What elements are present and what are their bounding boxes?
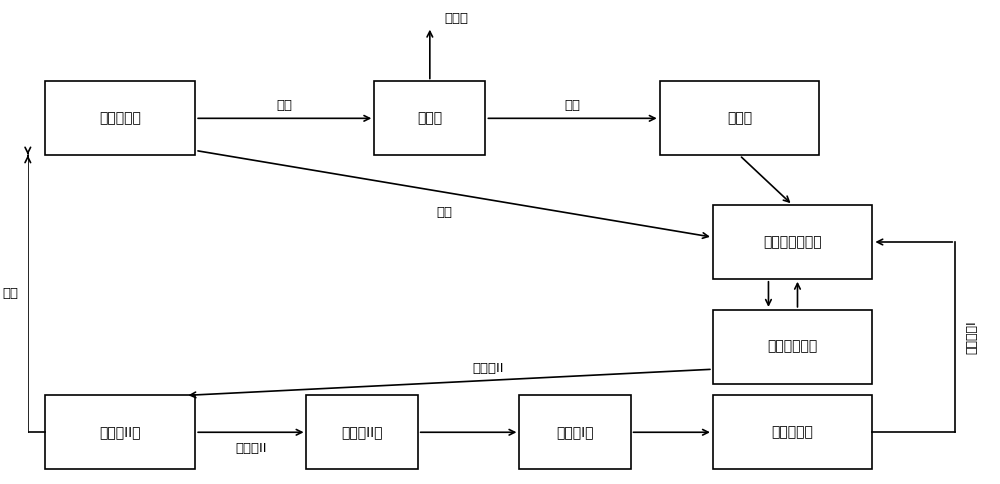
Text: 半母液II: 半母液II [235,442,267,455]
Bar [660,81,819,155]
Text: 半母液II: 半母液II [472,362,504,375]
Bar [374,81,485,155]
Text: 滤液: 滤液 [565,99,581,112]
Text: 冷氨母液I: 冷氨母液I [965,320,978,354]
Text: 母液换热器: 母液换热器 [772,425,814,439]
Text: 半母液II泵: 半母液II泵 [341,425,383,439]
Text: 取出: 取出 [277,99,293,112]
Text: 溢流: 溢流 [2,287,18,300]
Text: 精铵结晶器: 精铵结晶器 [99,111,141,125]
Text: 分离机: 分离机 [417,111,442,125]
Text: 氨母液I桶: 氨母液I桶 [556,425,594,439]
Bar [45,395,195,469]
Text: 去干铵: 去干铵 [444,12,468,25]
Text: 滤液桶: 滤液桶 [727,111,752,125]
Bar [519,395,631,469]
Text: 晶浆: 晶浆 [436,206,452,219]
Bar [713,310,872,383]
Text: 半母液II桶: 半母液II桶 [99,425,141,439]
Bar [45,81,195,155]
Bar [713,205,872,279]
Text: 农铵盐结晶器: 农铵盐结晶器 [768,340,818,354]
Bar [713,395,872,469]
Bar [306,395,418,469]
Text: 农铵冷析结晶器: 农铵冷析结晶器 [763,235,822,249]
